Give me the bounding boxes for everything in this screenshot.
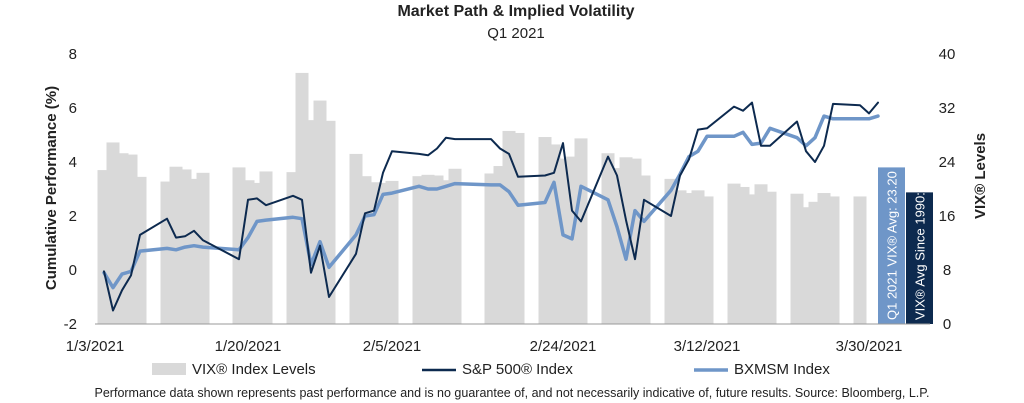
vix-bar [700, 196, 714, 324]
y2-tick-label: 16 [939, 208, 956, 225]
vix-bar [511, 132, 525, 324]
reference-bars: Q1 2021 VIX® Avg: 23.20 VIX® Avg Since 19… [878, 156, 933, 324]
sp500-line [103, 101, 879, 312]
vix-bars [97, 72, 867, 325]
y-axis-right-label: VIX® Levels [972, 133, 989, 219]
legend-label-bxm: BXMSM Index [734, 361, 830, 378]
y2-tick-label: 24 [939, 154, 956, 171]
x-tick-label: 1/20/2021 [215, 338, 282, 355]
chart-subtitle: Q1 2021 [487, 25, 545, 42]
reference-bar-label: VIX® Avg Since 1990: 19.50 [913, 156, 928, 320]
legend-label-vix: VIX® Index Levels [192, 361, 316, 378]
y-tick-label: 6 [69, 100, 77, 117]
vix-bar [448, 168, 462, 324]
vix-bar [763, 191, 777, 324]
x-tick-label: 2/5/2021 [363, 338, 421, 355]
vix-bar [259, 171, 273, 324]
y-tick-label: 2 [69, 208, 77, 225]
y-tick-label: -2 [64, 316, 77, 333]
x-axis: 1/3/2021 1/20/2021 2/5/2021 2/24/2021 3/12/2… [66, 338, 903, 355]
legend-swatch-vix [152, 363, 186, 375]
legend: VIX® Index Levels S&P 500® Index BXMSM I… [152, 361, 830, 378]
y-tick-label: 4 [69, 154, 77, 171]
x-tick-label: 1/3/2021 [66, 338, 124, 355]
reference-bar-label: Q1 2021 VIX® Avg: 23.20 [885, 171, 900, 320]
y-axis-left-label: Cumulative Performance (%) [43, 86, 60, 290]
y2-tick-label: 32 [939, 100, 956, 117]
legend-label-sp500: S&P 500® Index [462, 361, 573, 378]
footnote: Performance data shown represents past p… [95, 386, 930, 400]
reference-bar [906, 192, 933, 324]
y2-tick-label: 40 [939, 46, 956, 63]
x-tick-label: 2/24/2021 [530, 338, 597, 355]
vix-bar [385, 180, 399, 324]
vix-bar [826, 196, 840, 324]
bxm-line [102, 114, 880, 290]
y-tick-label: 0 [69, 262, 77, 279]
line-series [102, 101, 880, 312]
y2-tick-label: 0 [943, 316, 951, 333]
x-tick-label: 3/30/2021 [836, 338, 903, 355]
x-tick-label: 3/12/2021 [674, 338, 741, 355]
y-axis-left: 8 6 4 2 0 -2 [64, 46, 77, 333]
vix-bar [637, 175, 651, 324]
y-tick-label: 8 [69, 46, 77, 63]
reference-bar [878, 167, 905, 324]
vix-bar [574, 138, 588, 324]
chart-title: Market Path & Implied Volatility [397, 3, 634, 20]
y-axis-right: 40 32 24 16 8 0 [939, 46, 956, 333]
y2-tick-label: 8 [943, 262, 951, 279]
vix-bar [853, 196, 867, 324]
